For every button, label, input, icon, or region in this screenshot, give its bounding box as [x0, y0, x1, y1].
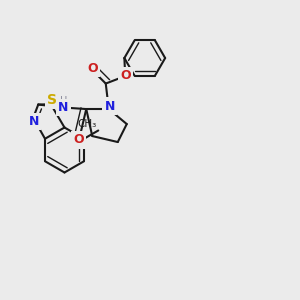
Text: O: O — [74, 134, 84, 146]
Text: N: N — [104, 100, 115, 112]
Text: CH₃: CH₃ — [77, 119, 97, 129]
Text: H: H — [60, 96, 68, 106]
Text: S: S — [47, 93, 57, 107]
Text: N: N — [58, 101, 69, 114]
Text: N: N — [28, 115, 39, 128]
Text: O: O — [87, 62, 98, 75]
Text: O: O — [121, 69, 131, 82]
